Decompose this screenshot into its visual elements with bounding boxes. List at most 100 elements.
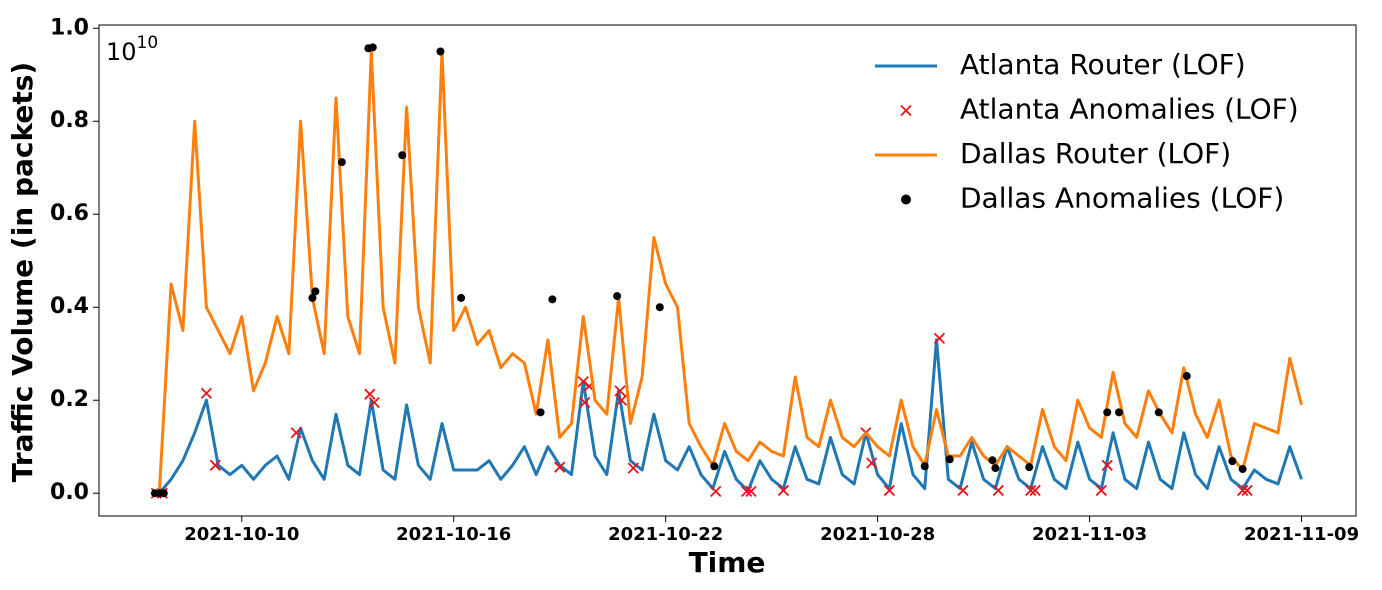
anomaly-marker (368, 396, 380, 409)
legend-marker (900, 104, 912, 117)
anomaly-marker (436, 47, 445, 56)
y-axis-label: Traffic Volume (in packets) (6, 62, 39, 482)
x-tick-label: 2021-10-28 (820, 524, 935, 545)
anomaly-marker (1228, 457, 1237, 466)
anomaly-marker (398, 151, 407, 160)
anomaly-marker (1029, 484, 1041, 497)
x-axis-label: Time (689, 546, 766, 579)
marker-stroke (579, 396, 591, 409)
anomaly-marker (745, 485, 757, 497)
anomaly-marker (364, 388, 376, 400)
anomaly-marker (992, 484, 1004, 497)
marker-stroke (614, 385, 626, 397)
marker-stroke (1025, 484, 1037, 497)
legend-label: Dallas Anomalies (LOF) (960, 182, 1284, 215)
marker-stroke (554, 461, 566, 473)
anomaly-marker (1101, 459, 1113, 471)
x-tick-label: 2021-10-16 (396, 524, 511, 545)
y-tick-label: 0.6 (50, 201, 89, 226)
marker-stroke (866, 457, 878, 469)
marker-stroke (745, 485, 757, 497)
anomaly-marker (457, 293, 466, 302)
anomaly-marker (655, 303, 664, 312)
y-tick-label: 0.4 (50, 294, 89, 319)
anomaly-marker (368, 43, 377, 52)
anomaly-marker (1241, 484, 1253, 497)
legend-marker (901, 194, 911, 205)
anomaly-marker (710, 485, 722, 497)
plot-frame (98, 24, 1357, 517)
anomaly-marker (1103, 408, 1112, 417)
x-tick-label: 2021-11-03 (1032, 524, 1147, 545)
legend-label: Dallas Router (LOF) (960, 137, 1231, 170)
anomaly-marker (200, 387, 213, 399)
series-line (157, 50, 1303, 494)
anomaly-marker (866, 457, 878, 469)
y-tick-label: 0.8 (50, 108, 89, 133)
anomaly-marker (308, 293, 317, 302)
anomaly-marker (777, 484, 790, 497)
anomaly-marker (1154, 408, 1163, 417)
marker-stroke (992, 484, 1004, 497)
offset-base: 10 (106, 38, 137, 66)
anomaly-marker (1025, 463, 1034, 472)
marker-stroke (1095, 484, 1107, 497)
anomaly-marker (209, 459, 221, 471)
marker-stroke (1241, 484, 1253, 497)
anomaly-marker (933, 332, 946, 345)
anomaly-marker (945, 455, 954, 464)
x-tick-label: 2021-10-22 (608, 524, 723, 545)
marker-stroke (710, 485, 722, 497)
series-line (158, 338, 1303, 495)
y-tick-label: 1.0 (50, 15, 89, 40)
marker-stroke (1237, 484, 1249, 497)
marker-stroke (1029, 484, 1041, 497)
marker-stroke (1101, 459, 1113, 471)
anomaly-marker (1095, 484, 1107, 497)
x-tick-label: 2021-10-10 (184, 524, 299, 545)
anomaly-marker (710, 462, 719, 471)
anomaly-marker (1115, 408, 1124, 417)
anomaly-marker (991, 464, 1000, 473)
y-tick-label: 0.0 (50, 480, 89, 505)
anomaly-marker (554, 461, 566, 473)
legend-label: Atlanta Anomalies (LOF) (960, 93, 1299, 126)
marker-stroke (777, 484, 790, 497)
marker-stroke (364, 388, 376, 400)
legend-label: Atlanta Router (LOF) (960, 48, 1246, 81)
anomaly-marker (311, 287, 320, 296)
anomaly-marker (337, 158, 346, 167)
marker-stroke (883, 484, 896, 497)
marker-stroke (200, 387, 213, 399)
x-tick-label: 2021-11-09 (1244, 524, 1359, 545)
marker-stroke (627, 462, 639, 474)
anomaly-marker (883, 484, 896, 497)
anomaly-marker (159, 489, 168, 498)
marker-stroke (900, 104, 912, 117)
anomaly-marker (740, 485, 753, 497)
marker-stroke (368, 396, 380, 409)
anomaly-marker (1182, 372, 1191, 381)
y-tick-label: 0.2 (50, 387, 89, 412)
anomaly-marker (627, 462, 639, 474)
anomaly-marker (988, 456, 997, 465)
anomaly-marker (920, 462, 929, 471)
anomaly-marker (957, 484, 969, 497)
anomaly-marker (613, 292, 622, 301)
marker-stroke (209, 459, 221, 471)
marker-stroke (933, 332, 946, 345)
anomaly-marker (1238, 465, 1247, 474)
y-offset-text: 1010 (106, 33, 158, 66)
anomaly-marker (1025, 484, 1037, 497)
anomaly-marker (536, 408, 545, 417)
marker-stroke (740, 485, 753, 497)
anomaly-marker (579, 396, 591, 409)
offset-exponent: 10 (137, 33, 159, 53)
anomaly-marker (548, 295, 557, 304)
anomaly-marker (615, 394, 628, 406)
anomaly-marker (1237, 484, 1249, 497)
anomaly-marker (614, 385, 626, 397)
marker-stroke (957, 484, 969, 497)
marker-stroke (577, 375, 589, 388)
